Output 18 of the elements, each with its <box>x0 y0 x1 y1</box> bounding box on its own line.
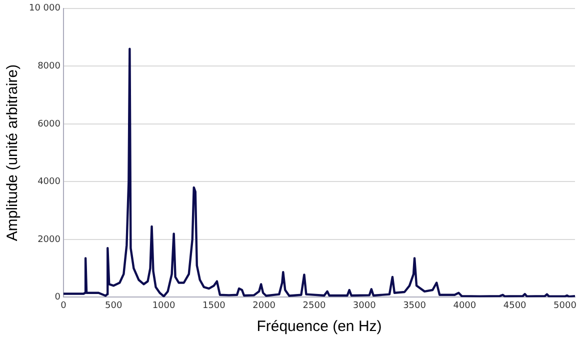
x-tick-label: 4000 <box>453 300 476 311</box>
x-axis-title: Fréquence (en Hz) <box>256 318 382 336</box>
x-tick-label: 1000 <box>152 300 176 311</box>
y-tick-label: 2000 <box>38 234 61 245</box>
x-tick-label: 500 <box>105 300 122 311</box>
y-tick-label: 6000 <box>38 119 61 130</box>
y-tick-label: 10 000 <box>28 4 61 14</box>
y-axis-title: Amplitude (unité arbitraire) <box>4 64 22 242</box>
y-tick-label: 8000 <box>38 62 61 72</box>
x-tick-label: 2500 <box>302 300 326 311</box>
x-tick-label: 4500 <box>503 300 527 311</box>
x-tick-label: 3500 <box>403 300 426 311</box>
y-tick-label: 4000 <box>38 177 61 188</box>
x-tick-label: 5000 <box>554 300 577 311</box>
x-tick-label: 2000 <box>252 300 276 311</box>
y-tick-label: 0 <box>54 292 61 303</box>
x-tick-label: 1500 <box>202 300 226 311</box>
x-tick-label: 3000 <box>352 300 376 311</box>
